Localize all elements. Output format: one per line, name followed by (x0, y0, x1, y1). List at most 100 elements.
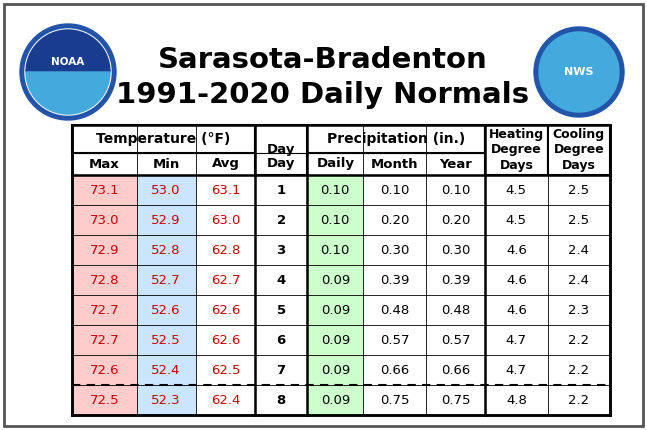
Text: 4.8: 4.8 (506, 393, 527, 406)
Text: Year: Year (439, 157, 472, 171)
Bar (72, 175, 137, 205)
Text: 0.10: 0.10 (321, 184, 350, 197)
Bar (426, 355, 485, 385)
Bar (547, 295, 610, 325)
Bar (485, 125, 547, 175)
Bar (307, 325, 364, 355)
Bar (255, 125, 307, 175)
Bar (255, 235, 307, 265)
Bar (364, 385, 426, 415)
Text: 0.09: 0.09 (321, 334, 350, 347)
Text: 0.20: 0.20 (441, 214, 470, 227)
Text: 0.09: 0.09 (321, 304, 350, 316)
Bar (364, 235, 426, 265)
Bar (485, 205, 547, 235)
Bar (255, 265, 307, 295)
Text: 4.6: 4.6 (506, 304, 527, 316)
Bar (547, 385, 610, 415)
Bar (196, 385, 255, 415)
Text: 4.5: 4.5 (506, 214, 527, 227)
Bar (547, 175, 610, 205)
Text: 62.4: 62.4 (211, 393, 240, 406)
Text: 62.7: 62.7 (211, 273, 240, 286)
Text: 4.6: 4.6 (506, 243, 527, 257)
Text: Precipitation (in.): Precipitation (in.) (327, 132, 465, 146)
Bar (364, 295, 426, 325)
Text: 73.0: 73.0 (89, 214, 119, 227)
Text: 0.48: 0.48 (441, 304, 470, 316)
Bar (72, 265, 137, 295)
Bar (485, 385, 547, 415)
Text: Sarasota-Bradenton: Sarasota-Bradenton (158, 46, 488, 74)
Text: 63.1: 63.1 (211, 184, 240, 197)
Text: 0.20: 0.20 (380, 214, 410, 227)
Text: 4.7: 4.7 (506, 363, 527, 377)
Bar (72, 205, 137, 235)
Bar (255, 325, 307, 355)
Bar (547, 235, 610, 265)
Text: 2.5: 2.5 (568, 184, 589, 197)
Bar (196, 325, 255, 355)
Bar (426, 295, 485, 325)
Bar (364, 175, 426, 205)
Bar (196, 355, 255, 385)
Bar (137, 175, 196, 205)
Wedge shape (26, 30, 110, 72)
Bar (426, 325, 485, 355)
Text: Min: Min (153, 157, 180, 171)
Text: Month: Month (371, 157, 419, 171)
Bar (485, 175, 547, 205)
Text: 2.2: 2.2 (568, 393, 589, 406)
Text: 52.4: 52.4 (151, 363, 181, 377)
Text: 52.9: 52.9 (151, 214, 181, 227)
Text: 0.39: 0.39 (380, 273, 410, 286)
Bar (426, 175, 485, 205)
Text: 0.09: 0.09 (321, 273, 350, 286)
Circle shape (20, 24, 116, 120)
Text: 0.10: 0.10 (441, 184, 470, 197)
Text: 52.5: 52.5 (151, 334, 181, 347)
Circle shape (25, 29, 111, 115)
Text: 2: 2 (277, 214, 286, 227)
Text: 5: 5 (277, 304, 286, 316)
Bar (72, 355, 137, 385)
Bar (196, 295, 255, 325)
Bar (72, 235, 137, 265)
Text: 63.0: 63.0 (211, 214, 240, 227)
Text: 2.2: 2.2 (568, 363, 589, 377)
Bar (137, 235, 196, 265)
Bar (426, 205, 485, 235)
Text: 62.6: 62.6 (211, 334, 240, 347)
Text: 72.7: 72.7 (89, 334, 119, 347)
Bar (72, 153, 610, 175)
Text: 6: 6 (276, 334, 286, 347)
Circle shape (539, 32, 619, 112)
Bar (307, 385, 364, 415)
Bar (255, 385, 307, 415)
Bar (255, 205, 307, 235)
Text: 1: 1 (277, 184, 286, 197)
Text: Temperature (°F): Temperature (°F) (96, 132, 231, 146)
Text: 2.5: 2.5 (568, 214, 589, 227)
Text: 4.5: 4.5 (506, 184, 527, 197)
Bar (426, 265, 485, 295)
Text: 0.10: 0.10 (380, 184, 410, 197)
Text: 0.09: 0.09 (321, 393, 350, 406)
Text: 8: 8 (276, 393, 286, 406)
Bar (307, 235, 364, 265)
Text: 0.30: 0.30 (441, 243, 470, 257)
Text: Heating
Degree
Days: Heating Degree Days (488, 128, 544, 172)
Text: Cooling
Degree
Days: Cooling Degree Days (553, 128, 605, 172)
Text: 0.75: 0.75 (441, 393, 470, 406)
Text: 0.09: 0.09 (321, 363, 350, 377)
Bar (72, 385, 137, 415)
Bar (485, 325, 547, 355)
Bar (137, 355, 196, 385)
Text: 62.8: 62.8 (211, 243, 240, 257)
Text: 0.66: 0.66 (380, 363, 409, 377)
Text: 72.9: 72.9 (89, 243, 119, 257)
Text: 0.48: 0.48 (380, 304, 409, 316)
Text: 0.10: 0.10 (321, 214, 350, 227)
Wedge shape (26, 72, 110, 114)
Text: 52.3: 52.3 (151, 393, 181, 406)
